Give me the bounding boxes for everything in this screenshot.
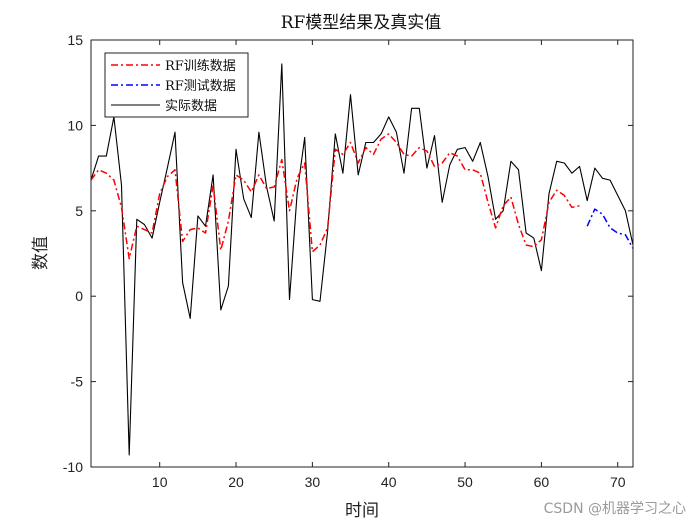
x-tick-label: 50: [457, 474, 473, 490]
y-tick-label: 5: [75, 203, 83, 219]
x-tick-label: 20: [228, 474, 244, 490]
y-axis-label: 数值: [31, 236, 51, 270]
y-tick-label: 0: [75, 288, 83, 304]
x-tick-label: 60: [534, 474, 550, 490]
y-tick-label: 10: [67, 117, 83, 133]
plot-area: [90, 63, 634, 456]
y-tick-label: -10: [63, 459, 83, 475]
legend-label: 实际数据: [165, 99, 217, 114]
x-tick-label: 70: [610, 474, 626, 490]
chart-title: RF模型结果及真实值: [281, 13, 442, 33]
y-tick-label: 15: [67, 32, 83, 48]
series-line-2: [90, 63, 634, 456]
series-line-0: [90, 133, 580, 260]
watermark: CSDN @机器学习之心: [544, 501, 686, 517]
x-tick-label: 40: [381, 474, 397, 490]
x-tick-label: 30: [305, 474, 321, 490]
x-axis-label: 时间: [345, 501, 379, 521]
axes-frame: [90, 39, 634, 468]
legend-label: RF训练数据: [165, 59, 236, 74]
y-tick-label: -5: [71, 374, 84, 390]
x-tick-label: 10: [152, 474, 168, 490]
series-line-1: [586, 208, 634, 249]
legend-label: RF测试数据: [165, 79, 236, 94]
x-axis: 10 20 30 40 50 60 70: [152, 40, 626, 490]
y-axis: -10 -5 0 5 10 15: [63, 32, 633, 475]
